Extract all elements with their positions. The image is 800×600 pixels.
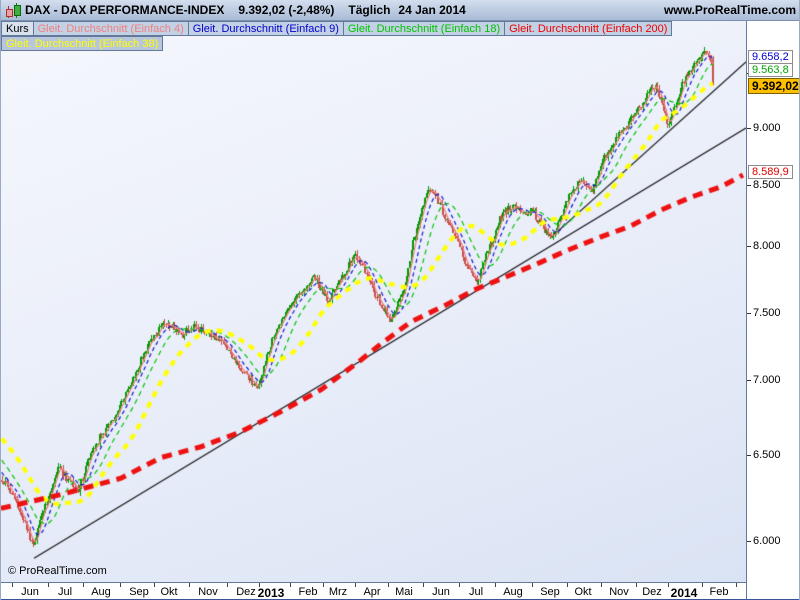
- y-tick-mark: [747, 246, 751, 247]
- y-tick-mark: [747, 313, 751, 314]
- legend-chip-ma[interactable]: Gleit. Durchschnitt (Einfach 9): [188, 21, 344, 36]
- time-axis[interactable]: Jun Jul Aug Sep Okt Nov Dez 2013 Feb Mrz Apr Mai Jun…: [1, 582, 746, 600]
- price-axis[interactable]: 9.5009.0008.5008.0007.5007.0006.5006.000…: [746, 21, 799, 599]
- x-tick-mark: [12, 583, 13, 587]
- y-tick-mark: [747, 380, 751, 381]
- x-month-label: Aug: [503, 586, 523, 598]
- y-tick-label: 9.000: [753, 122, 781, 134]
- x-month-label: Dez: [642, 586, 662, 598]
- x-tick-mark: [323, 583, 324, 587]
- x-month-label: Aug: [91, 586, 111, 598]
- ma-value-label: 9.658,2: [748, 50, 793, 64]
- x-month-label: Dez: [236, 586, 256, 598]
- x-tick-mark: [736, 583, 737, 587]
- legend-chip-ma[interactable]: Gleit. Durchschnitt (Einfach 4): [33, 21, 189, 36]
- x-tick-mark: [227, 583, 228, 587]
- y-tick-label: 8.000: [753, 240, 781, 252]
- x-month-label: Okt: [574, 586, 592, 598]
- y-tick-label: 7.500: [753, 307, 781, 319]
- x-month-label: Feb: [709, 586, 729, 598]
- x-tick-mark: [258, 583, 260, 587]
- x-year-label: 2013: [257, 586, 285, 600]
- x-month-label: Mrz: [328, 586, 348, 598]
- ma-value-label: 8.589,9: [748, 165, 793, 179]
- legend-chip-ma[interactable]: Gleit. Durchschnitt (Einfach 200): [505, 21, 673, 36]
- x-month-label: Jun: [432, 586, 450, 598]
- plot-area[interactable]: © ProRealTime.com: [1, 21, 746, 582]
- y-tick-label: 6.000: [753, 535, 781, 547]
- timeframe-label: Täglich: [348, 3, 391, 17]
- x-month-label: Feb: [298, 586, 318, 598]
- y-tick-label: 8.500: [753, 179, 781, 191]
- y-tick-mark: [747, 541, 751, 542]
- x-tick-mark: [188, 583, 190, 587]
- x-month-label: Sep: [129, 586, 149, 598]
- x-month-label: Sep: [540, 586, 560, 598]
- site-link[interactable]: www.ProRealTime.com: [663, 3, 796, 17]
- x-month-label: Jun: [21, 586, 39, 598]
- window-bottom-edge: [1, 598, 799, 600]
- x-month-label: Jul: [468, 586, 484, 598]
- y-tick-mark: [747, 128, 751, 129]
- x-tick-mark: [83, 583, 84, 587]
- x-year-label: 2014: [670, 586, 698, 600]
- date-label: 24 Jan 2014: [398, 3, 466, 17]
- y-tick-label: 6.500: [753, 449, 781, 461]
- x-month-label: Okt: [160, 586, 178, 598]
- price-chart-canvas[interactable]: [1, 21, 746, 582]
- legend-chip-kurs[interactable]: Kurs: [1, 21, 34, 36]
- x-tick-mark: [701, 583, 703, 587]
- last-price-change: 9.392,02 (-2,48%): [238, 3, 335, 17]
- x-tick-mark: [154, 583, 155, 587]
- y-tick-mark: [747, 455, 751, 456]
- x-tick-mark: [566, 583, 568, 587]
- x-month-label: Mai: [395, 586, 413, 598]
- x-month-label: Jul: [57, 586, 73, 598]
- x-tick-mark: [601, 583, 602, 587]
- copyright-watermark: © ProRealTime.com: [8, 565, 107, 577]
- x-tick-mark: [120, 583, 121, 587]
- y-tick-mark: [747, 185, 751, 186]
- x-tick-mark: [47, 583, 49, 587]
- instrument-title: DAX - DAX PERFORMANCE-INDEX: [25, 3, 225, 17]
- candlestick-chart-icon: [5, 2, 21, 18]
- y-tick-label: 7.000: [753, 374, 781, 386]
- indicator-legend-row: Kurs Gleit. Durchschnitt (Einfach 4) Gleit…: [1, 21, 673, 36]
- legend-chip-ma[interactable]: Gleit. Durchschnitt (Einfach 18): [343, 21, 506, 36]
- title-bar: DAX - DAX PERFORMANCE-INDEX 9.392,02 (-2…: [1, 0, 799, 21]
- x-tick-mark: [355, 583, 356, 587]
- x-tick-mark: [388, 583, 389, 587]
- current-price-label: 9.392,02: [748, 78, 799, 94]
- x-tick-mark: [289, 583, 291, 587]
- x-tick-mark: [635, 583, 637, 587]
- x-tick-mark: [458, 583, 460, 587]
- x-month-label: Nov: [198, 586, 218, 598]
- x-tick-mark: [494, 583, 496, 587]
- x-tick-mark: [668, 583, 669, 587]
- x-month-label: Apr: [363, 586, 381, 598]
- x-month-label: Nov: [609, 586, 629, 598]
- ma-value-label: 9.563,8: [748, 63, 793, 77]
- x-tick-mark: [422, 583, 424, 587]
- x-tick-mark: [531, 583, 533, 587]
- legend-chip-ma38[interactable]: Gleit. Durchschnitt (Einfach 38): [1, 36, 164, 51]
